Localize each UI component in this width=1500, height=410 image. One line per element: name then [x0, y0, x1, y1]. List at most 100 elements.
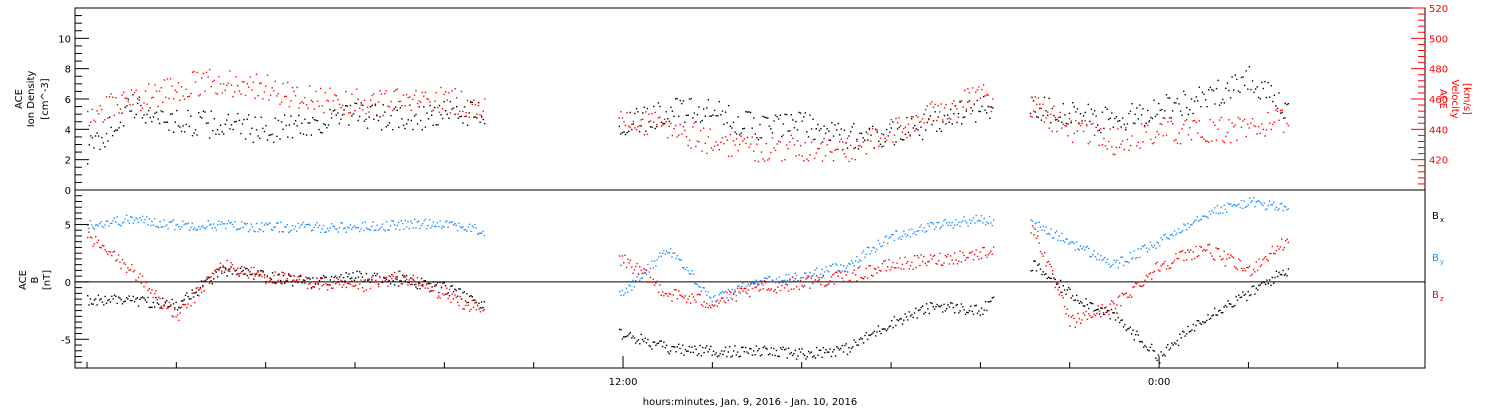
density-point — [626, 131, 628, 134]
bz-point — [403, 275, 405, 277]
density-point — [1098, 129, 1100, 131]
density-point — [1250, 88, 1252, 91]
bx-point — [363, 280, 365, 283]
bx-point — [1070, 297, 1072, 299]
density-point — [121, 112, 123, 114]
density-point — [782, 123, 785, 125]
bz-point — [1180, 250, 1182, 253]
bz-point — [435, 284, 437, 287]
top-left-tick-label: 2 — [65, 156, 71, 167]
bx-point — [395, 278, 397, 280]
velocity-point — [448, 92, 450, 94]
bz-point — [388, 275, 390, 277]
bz-point — [97, 239, 100, 241]
density-point — [837, 122, 839, 125]
bx-point — [1149, 346, 1152, 348]
velocity-point — [416, 102, 419, 105]
bx-point — [635, 342, 637, 344]
bx-point — [738, 356, 740, 358]
density-point — [351, 115, 353, 117]
by-point — [195, 229, 197, 231]
bx-point — [1160, 351, 1162, 353]
by-point — [1058, 235, 1060, 237]
velocity-point — [1184, 120, 1186, 122]
density-point — [803, 116, 805, 118]
velocity-point — [737, 149, 739, 152]
density-point — [729, 125, 731, 127]
by-point — [877, 239, 880, 242]
bz-point — [137, 276, 140, 279]
velocity-point — [1043, 121, 1046, 123]
velocity-point — [865, 153, 867, 155]
by-point — [911, 228, 913, 230]
bx-point — [99, 299, 101, 301]
velocity-point — [1187, 134, 1190, 136]
density-point — [474, 116, 477, 118]
bz-point — [1219, 255, 1221, 257]
by-point — [908, 229, 910, 231]
density-point — [1212, 90, 1215, 92]
velocity-point — [246, 83, 248, 85]
velocity-point — [404, 105, 406, 107]
density-point — [807, 136, 810, 138]
bz-point — [116, 258, 118, 261]
velocity-point — [632, 120, 634, 123]
by-point — [967, 225, 969, 227]
bz-point — [349, 283, 352, 285]
bz-point — [648, 281, 650, 283]
by-point — [349, 224, 352, 226]
bx-point — [285, 280, 287, 283]
by-point — [913, 231, 916, 233]
bx-point — [459, 288, 461, 290]
bx-point — [246, 274, 248, 277]
velocity-point — [806, 158, 808, 160]
bz-point — [326, 289, 329, 291]
density-point — [363, 120, 366, 122]
bx-point — [1177, 344, 1180, 347]
density-point — [879, 143, 882, 145]
bz-point — [178, 319, 180, 322]
bz-point — [1109, 303, 1111, 305]
bx-point — [372, 275, 374, 277]
by-point — [230, 221, 232, 224]
by-point — [428, 219, 431, 221]
density-point — [937, 116, 939, 118]
density-point — [321, 132, 323, 134]
density-point — [815, 128, 817, 130]
density-point — [840, 128, 842, 130]
bz-point — [931, 258, 933, 260]
density-point — [831, 122, 833, 124]
by-point — [679, 259, 681, 261]
bz-point — [798, 288, 800, 291]
density-point — [1031, 96, 1033, 98]
by-point — [97, 225, 100, 227]
by-point — [1132, 257, 1134, 259]
bx-point — [663, 341, 665, 343]
by-point — [1278, 208, 1280, 210]
density-point — [906, 116, 908, 119]
bx-point — [317, 282, 319, 285]
velocity-point — [431, 110, 433, 112]
bz-point — [836, 271, 838, 273]
density-point — [1273, 94, 1276, 96]
density-point — [1115, 116, 1118, 118]
bz-point — [231, 264, 234, 266]
density-point — [1231, 76, 1233, 78]
density-point — [337, 112, 339, 114]
by-point — [730, 297, 732, 299]
bz-point — [1183, 259, 1185, 262]
bz-point — [1226, 258, 1228, 260]
by-point — [1121, 256, 1123, 258]
bx-point — [1089, 302, 1091, 304]
density-point — [224, 123, 226, 125]
density-point — [1211, 88, 1213, 91]
bz-point — [222, 264, 224, 267]
bx-point — [1240, 296, 1243, 298]
density-point — [642, 112, 644, 114]
bz-point — [1212, 258, 1215, 260]
bz-point — [837, 275, 839, 277]
bx-point — [321, 277, 323, 279]
density-point — [742, 128, 744, 130]
velocity-point — [946, 118, 949, 120]
bz-point — [992, 246, 995, 248]
